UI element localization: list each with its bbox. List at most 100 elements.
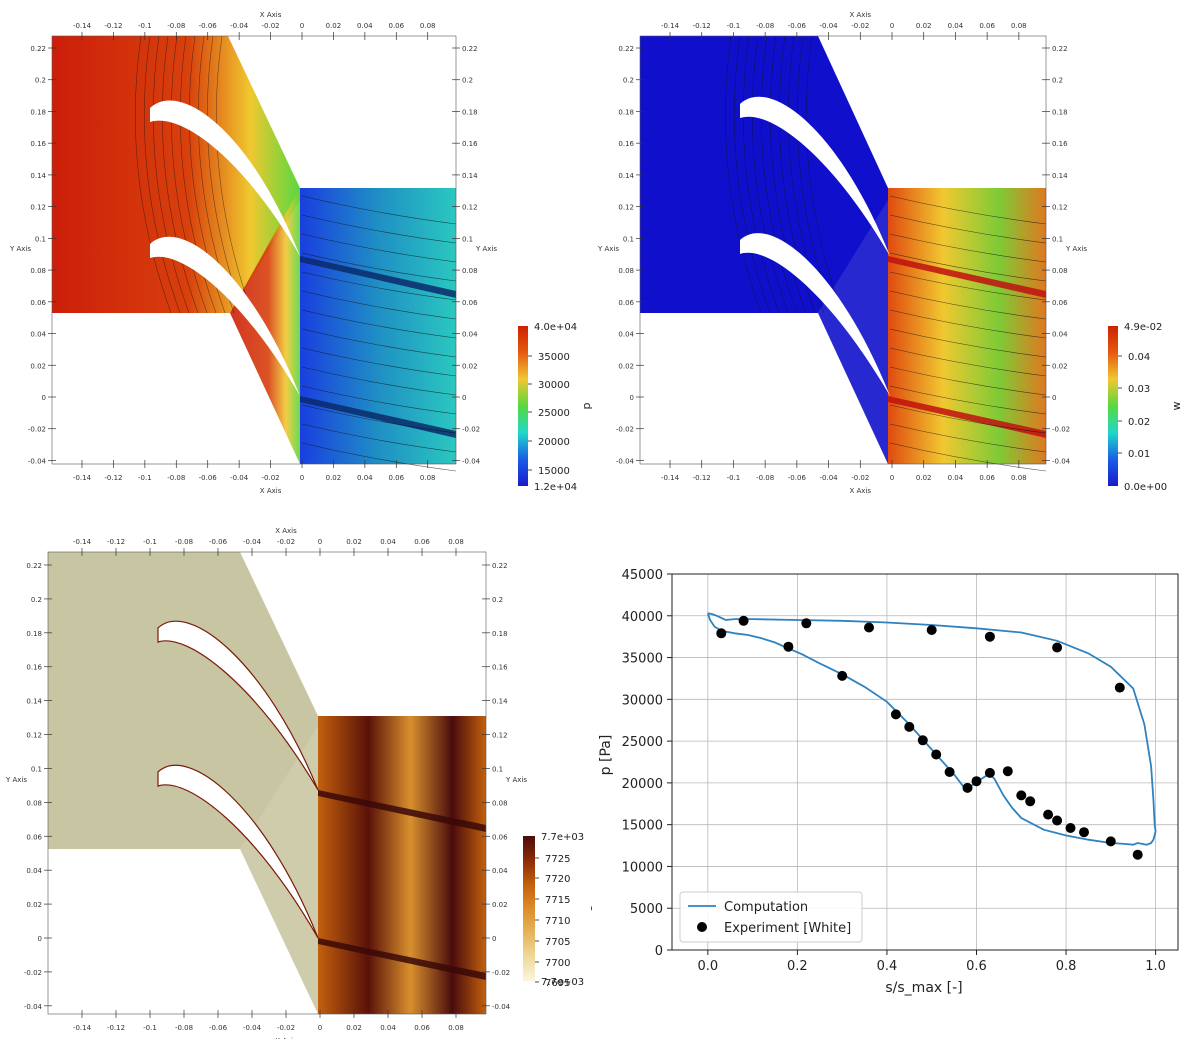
x-tick-label-top: -0.04	[230, 22, 249, 30]
experiment-point	[1079, 827, 1089, 838]
blade-profile	[157, 620, 319, 791]
chart-xlabel: s/s_max [-]	[885, 980, 962, 996]
x-tick-label-top: -0.04	[820, 22, 839, 30]
colorbar-tick-label: 7695	[545, 978, 570, 989]
colorbar-tick-label: 7705	[545, 937, 570, 948]
y-tick-label-right: 0.1	[462, 235, 473, 243]
y-tick-label-left: 0.2	[31, 596, 42, 604]
y-tick-label-left: 0.16	[618, 140, 634, 148]
chart-ylabel: p [Pa]	[598, 735, 614, 776]
y-axis-label-right: Y Axis	[1065, 245, 1087, 253]
x-tick-label-top: 0.04	[948, 22, 964, 30]
experiment-point	[1043, 809, 1054, 820]
y-tick-label-right: 0.18	[492, 630, 508, 638]
velocity-contour-panel: -0.14 -0.14 -0.12 -0.12 -0.1 -0.1 -0.08 -0.08 -0…	[592, 0, 1184, 500]
y-tick-label-left: 0.12	[30, 204, 46, 212]
y-tick-label: 30000	[622, 693, 663, 708]
experiment-point	[1025, 796, 1036, 807]
contour-line	[889, 442, 1047, 472]
contour-line	[215, 35, 253, 314]
colorbar-tick-label: 0.03	[1128, 384, 1150, 395]
pressure-contour-plot: -0.14 -0.14 -0.12 -0.12 -0.1 -0.1 -0.08 -0.08 -0…	[9, 11, 592, 495]
colorbar-max-label: 7.7e+03	[541, 832, 584, 843]
x-tick-label-bottom: -0.08	[167, 474, 185, 482]
entropy-contour-plot: -0.14 -0.14 -0.12 -0.12 -0.1 -0.1 -0.08 -0.08 -0…	[5, 527, 592, 1039]
x-tick-label-top: -0.06	[209, 538, 228, 546]
colorbar-tick-label: 35000	[538, 352, 570, 363]
y-tick-label-left: -0.04	[28, 457, 47, 465]
contour-line	[152, 35, 190, 314]
y-tick-label-left: 0.22	[618, 45, 634, 53]
colorbar-tick-label: 7725	[545, 854, 570, 865]
experiment-point	[926, 625, 937, 635]
colorbar-min-label: 1.2e+04	[534, 482, 577, 493]
y-tick-label: 25000	[622, 735, 663, 750]
x-tick-label-bottom: 0.08	[1011, 474, 1027, 482]
x-tick-label-bottom: 0.06	[414, 1024, 430, 1032]
contour-line	[889, 366, 1047, 396]
contour-line	[170, 35, 208, 314]
experiment-point	[716, 628, 727, 639]
x-tick-label-top: 0.04	[380, 538, 396, 546]
x-tick-label-bottom: -0.14	[73, 474, 92, 482]
contour-line	[889, 233, 1047, 263]
y-tick-label: 40000	[622, 610, 663, 625]
contour-line	[889, 385, 1047, 415]
y-tick-label-left: 0.04	[30, 331, 46, 339]
pressure-contour-panel: -0.14 -0.14 -0.12 -0.12 -0.1 -0.1 -0.08 -0.08 -0…	[0, 0, 592, 500]
y-tick-label-left: 0.2	[35, 77, 46, 85]
contour-line	[301, 442, 457, 472]
colorbar-min-label: 0.0e+00	[1124, 482, 1167, 493]
y-tick-label-left: 0.06	[30, 299, 46, 307]
contour-line	[301, 347, 457, 377]
contour-line	[889, 214, 1047, 244]
colorbar-max-label: 4.9e-02	[1124, 322, 1162, 333]
x-tick-label-bottom: -0.08	[175, 1024, 193, 1032]
x-tick-label-bottom: -0.06	[788, 474, 807, 482]
y-tick-label-left: 0.02	[30, 362, 46, 370]
y-tick-label-right: 0	[462, 394, 466, 402]
colorbar-title: w	[1170, 402, 1183, 411]
contour-line	[301, 366, 457, 396]
y-tick-label-left: 0.18	[618, 108, 634, 116]
y-tick-label-left: 0.1	[623, 235, 634, 243]
x-tick-label-bottom: 0.04	[948, 474, 964, 482]
x-tick-label-top: -0.08	[756, 22, 774, 30]
x-tick-label-top: 0.08	[1011, 22, 1027, 30]
blade-profile	[157, 764, 319, 939]
y-axis-label-right: Y Axis	[505, 776, 527, 784]
x-tick-label: 0.6	[966, 959, 987, 974]
y-tick-label-right: 0.22	[1052, 45, 1068, 53]
colorbar-tick-label: 7715	[545, 895, 570, 906]
x-axis-label-top: X Axis	[260, 11, 282, 19]
legend-marker-swatch	[697, 922, 707, 932]
x-tick-label-top: -0.1	[143, 538, 157, 546]
y-tick-label-left: 0.16	[26, 664, 42, 672]
legend-box	[679, 891, 863, 943]
y-tick-label-right: 0.2	[492, 596, 503, 604]
x-tick-label-top: -0.08	[175, 538, 193, 546]
contour-line	[301, 290, 457, 320]
y-tick-label-right: 0.22	[492, 562, 508, 570]
x-tick-label-top: 0	[890, 22, 894, 30]
contour-line	[301, 328, 457, 358]
x-tick-label-bottom: -0.1	[143, 1024, 157, 1032]
experiment-point	[837, 670, 848, 681]
contour-line	[301, 233, 457, 263]
experiment-point	[1002, 766, 1013, 777]
y-tick-label-left: -0.02	[28, 426, 46, 434]
colorbar-tick-label: 0.04	[1128, 352, 1150, 363]
y-tick-label-right: 0.02	[1052, 362, 1068, 370]
x-tick-label: 0.8	[1056, 959, 1077, 974]
x-tick-label-top: 0.06	[979, 22, 995, 30]
plot-frame	[47, 551, 487, 1015]
pressure-distribution-chart: p [Pa] s/s_max [-] 0.0 0.2 0.4 0.6 0.8 1.0 0 50…	[598, 568, 1179, 996]
plot-frame	[671, 573, 1179, 951]
y-tick-label-right: 0.1	[492, 765, 503, 773]
colorbar-tick-label: 25000	[538, 408, 570, 419]
y-tick-label-left: 0.12	[26, 732, 42, 740]
experiment-point	[1114, 682, 1125, 693]
colorbar-title: p	[580, 402, 592, 409]
velocity-contour-plot: -0.14 -0.14 -0.12 -0.12 -0.1 -0.1 -0.08 -0.08 -0…	[597, 11, 1183, 495]
y-tick-label-left: 0	[42, 394, 46, 402]
